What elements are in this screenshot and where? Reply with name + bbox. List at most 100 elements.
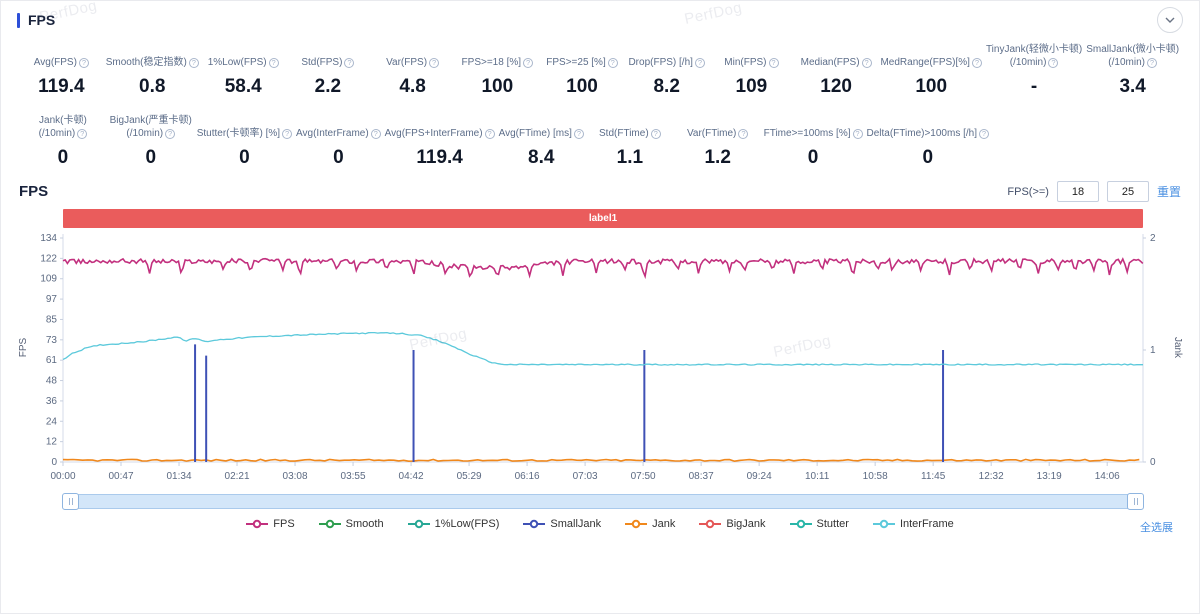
help-icon[interactable]: ? [1048, 57, 1059, 68]
svg-text:04:42: 04:42 [399, 471, 424, 482]
stat-cell: Min(FPS)? 109 [709, 43, 794, 98]
stat-value: 100 [566, 76, 598, 97]
legend-label: 1%Low(FPS) [434, 518, 500, 530]
legend-marker-icon [872, 519, 895, 529]
stat-cell: TinyJank(轻微小卡顿) (/10min)? - [984, 43, 1084, 98]
zoom-handle-left[interactable] [62, 493, 79, 510]
chart-zoom-scrollbar[interactable] [62, 493, 1144, 510]
chart-header: FPS FPS(>=) 重置 [1, 169, 1199, 206]
legend-marker-icon [246, 519, 269, 529]
help-icon[interactable]: ? [1146, 57, 1157, 68]
stat-value: - [1030, 76, 1038, 97]
stat-label: 1%Low(FPS)? [203, 43, 284, 69]
help-icon[interactable]: ? [971, 57, 982, 68]
stat-value: 100 [481, 76, 514, 97]
stat-value: 0 [145, 147, 157, 168]
help-icon[interactable]: ? [77, 128, 88, 139]
svg-text:48: 48 [46, 376, 58, 387]
stat-cell: FPS>=25 [%]? 100 [540, 43, 625, 98]
help-icon[interactable]: ? [268, 57, 279, 68]
legend-label: FPS [273, 518, 295, 530]
stat-value: 109 [735, 76, 768, 97]
help-icon[interactable]: ? [852, 128, 863, 139]
fps-threshold-input-1[interactable] [1056, 181, 1099, 202]
legend-label: Smooth [345, 518, 384, 530]
stats-panel: Avg(FPS)? 119.4 Smooth(稳定指数)? 0.8 1%Low(FPS)… [1, 39, 1199, 169]
legend-item-interframe[interactable]: InterFrame [872, 518, 954, 530]
legend-item-stutter[interactable]: Stutter [789, 518, 849, 530]
legend-marker-icon [625, 519, 648, 529]
help-icon[interactable]: ? [861, 57, 872, 68]
legend-item-fps[interactable]: FPS [246, 518, 295, 530]
svg-text:2: 2 [1150, 233, 1156, 244]
stat-cell: Avg(FPS+InterFrame)? 119.4 [383, 114, 497, 169]
stat-label: BigJank(严重卡顿) (/10min)? [109, 115, 192, 139]
svg-text:05:29: 05:29 [457, 471, 482, 482]
help-icon[interactable]: ? [370, 128, 381, 139]
help-icon[interactable]: ? [768, 57, 779, 68]
help-icon[interactable]: ? [738, 128, 749, 139]
stat-value: 2.2 [314, 76, 342, 97]
help-icon[interactable]: ? [282, 128, 293, 139]
stat-value: 58.4 [224, 76, 262, 97]
help-icon[interactable]: ? [344, 57, 355, 68]
svg-text:134: 134 [40, 233, 57, 244]
svg-text:10:58: 10:58 [863, 471, 888, 482]
stat-cell: Median(FPS)? 120 [794, 43, 879, 98]
help-icon[interactable]: ? [78, 57, 89, 68]
svg-text:13:19: 13:19 [1037, 471, 1062, 482]
stat-label: Delta(FTime)>100ms [/h]? [867, 114, 989, 140]
stat-label: Min(FPS)? [711, 43, 792, 69]
help-icon[interactable]: ? [429, 57, 440, 68]
stat-label: Smooth(稳定指数)? [106, 43, 199, 69]
svg-text:85: 85 [46, 314, 58, 325]
zoom-handle-right[interactable] [1127, 493, 1144, 510]
stat-label: Std(FPS)? [288, 43, 369, 69]
stat-label: Drop(FPS) [/h]? [626, 43, 707, 69]
stat-cell: MedRange(FPS)[%]? 100 [878, 43, 983, 98]
select-all-link[interactable]: 全选展 [1140, 522, 1173, 534]
stat-value: 0 [57, 147, 69, 168]
stat-value: 8.2 [653, 76, 680, 97]
help-icon[interactable]: ? [165, 128, 176, 139]
svg-text:61: 61 [46, 355, 58, 366]
stat-label: Avg(InterFrame)? [296, 114, 381, 140]
help-icon[interactable]: ? [188, 57, 199, 68]
stat-value: 1.2 [704, 147, 731, 168]
svg-text:0: 0 [1150, 457, 1156, 468]
stat-cell: BigJank(严重卡顿) (/10min)? 0 [107, 114, 195, 169]
svg-text:12:32: 12:32 [979, 471, 1004, 482]
reset-button[interactable]: 重置 [1156, 185, 1181, 199]
help-icon[interactable]: ? [523, 57, 534, 68]
stat-value: 0 [239, 147, 250, 168]
stat-value: 100 [915, 76, 948, 97]
legend-item-1-low-fps-[interactable]: 1%Low(FPS) [407, 518, 500, 530]
stat-value: 0 [333, 147, 344, 168]
legend-marker-icon [523, 519, 546, 529]
legend-label: SmallJank [550, 518, 602, 530]
legend-item-smooth[interactable]: Smooth [318, 518, 384, 530]
legend-item-jank[interactable]: Jank [625, 518, 675, 530]
help-icon[interactable]: ? [694, 57, 705, 68]
help-icon[interactable]: ? [607, 57, 618, 68]
y-axis-title-fps: FPS [18, 337, 30, 358]
svg-text:07:03: 07:03 [573, 471, 598, 482]
legend-label: Stutter [816, 518, 849, 530]
stat-label: Avg(FTime) [ms]? [499, 114, 584, 140]
stats-row-1: Avg(FPS)? 119.4 Smooth(稳定指数)? 0.8 1%Low(FPS)… [19, 43, 1181, 98]
fps-threshold-label: FPS(>=) [1007, 185, 1049, 198]
help-icon[interactable]: ? [484, 128, 495, 139]
legend-item-smalljank[interactable]: SmallJank [523, 518, 601, 530]
help-icon[interactable]: ? [573, 128, 584, 139]
stat-cell: Avg(FTime) [ms]? 8.4 [497, 114, 586, 169]
help-icon[interactable]: ? [979, 128, 989, 139]
fps-threshold-input-2[interactable] [1106, 181, 1149, 202]
collapse-section-button[interactable] [1157, 7, 1183, 33]
help-icon[interactable]: ? [650, 128, 661, 139]
stat-cell: Var(FTime)? 1.2 [674, 114, 762, 169]
y-axis-title-jank: Jank [1171, 336, 1183, 359]
stat-label: Var(FTime)? [676, 114, 760, 140]
legend-item-bigjank[interactable]: BigJank [699, 518, 766, 530]
